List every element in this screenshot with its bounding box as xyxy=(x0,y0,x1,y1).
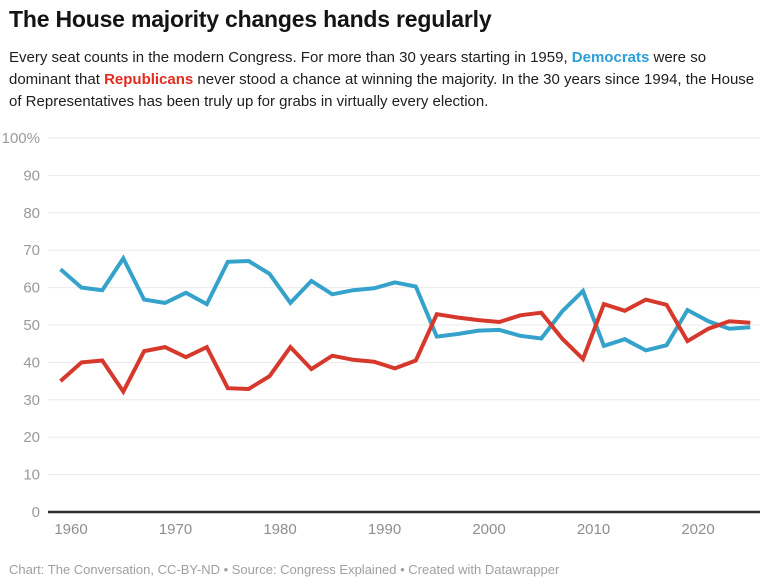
description-text-3: never stood a chance at winning the majo… xyxy=(9,71,755,110)
y-tick-label: 70 xyxy=(23,242,40,259)
x-tick-label: 2000 xyxy=(472,521,505,538)
y-tick-label: 80 xyxy=(23,205,40,222)
democrats-line xyxy=(59,254,751,353)
y-tick-label: 90 xyxy=(23,167,40,184)
republicans-line xyxy=(59,297,751,396)
y-tick-label: 0 xyxy=(32,504,40,521)
y-tick-label: 50 xyxy=(23,317,40,334)
x-tick-label: 2010 xyxy=(577,521,610,538)
x-tick-label: 1960 xyxy=(54,521,87,538)
democrats-label: Democrats xyxy=(571,49,650,66)
y-tick-label: 60 xyxy=(23,280,40,297)
y-tick-label: 40 xyxy=(23,354,40,371)
y-tick-label: 20 xyxy=(23,429,40,446)
x-tick-label: 1980 xyxy=(263,521,296,538)
description-text-2: were so dominant that xyxy=(9,49,707,88)
chart-footer: Chart: The Conversation, CC-BY-ND • Sour… xyxy=(9,562,560,577)
x-tick-label: 1970 xyxy=(159,521,192,538)
y-tick-label: 30 xyxy=(23,392,40,409)
x-tick-label: 1990 xyxy=(368,521,401,538)
x-tick-label: 2020 xyxy=(681,521,714,538)
chart-description: Every seat counts in the modern Congress… xyxy=(9,47,757,113)
description-text-1: Every seat counts in the modern Congress… xyxy=(9,49,572,66)
republicans-label: Republicans xyxy=(104,71,194,88)
y-tick-label: 10 xyxy=(23,467,40,484)
line-chart-svg: 0 10 20 30 40 50 60 70 80 90 100% 1960 1970 1980 1990 2… xyxy=(2,130,760,538)
y-tick-label: 100% xyxy=(2,130,40,147)
chart-title: The House majority changes hands regular… xyxy=(9,6,492,32)
plot-area: 0 10 20 30 40 50 60 70 80 90 100% 1960 1970 1980 1990 2… xyxy=(0,126,768,540)
